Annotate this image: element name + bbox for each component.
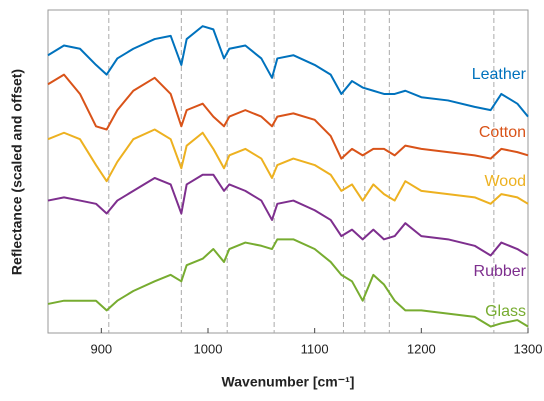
x-tick-label: 1100 bbox=[301, 341, 329, 356]
x-axis-title: Wavenumber [cm⁻¹] bbox=[222, 374, 355, 390]
spectrum-line bbox=[47, 25, 529, 118]
spectrum-line bbox=[47, 173, 529, 257]
series-label: Rubber bbox=[474, 263, 527, 280]
x-tick-label: 900 bbox=[90, 341, 112, 356]
x-tick-label: 1300 bbox=[514, 341, 543, 356]
spectrum-line bbox=[47, 128, 529, 205]
spectrum-line bbox=[47, 238, 529, 328]
plot-frame bbox=[47, 9, 529, 334]
spectrum-line bbox=[47, 73, 529, 160]
x-tick-label: 1200 bbox=[407, 341, 436, 356]
series-label: Cotton bbox=[479, 124, 526, 141]
series-label: Wood bbox=[484, 173, 526, 190]
series-label: Leather bbox=[472, 66, 527, 83]
x-tick-label: 1000 bbox=[194, 341, 223, 356]
y-axis-title: Reflectance (scaled and offset) bbox=[9, 69, 25, 275]
series-label: Glass bbox=[485, 303, 526, 320]
